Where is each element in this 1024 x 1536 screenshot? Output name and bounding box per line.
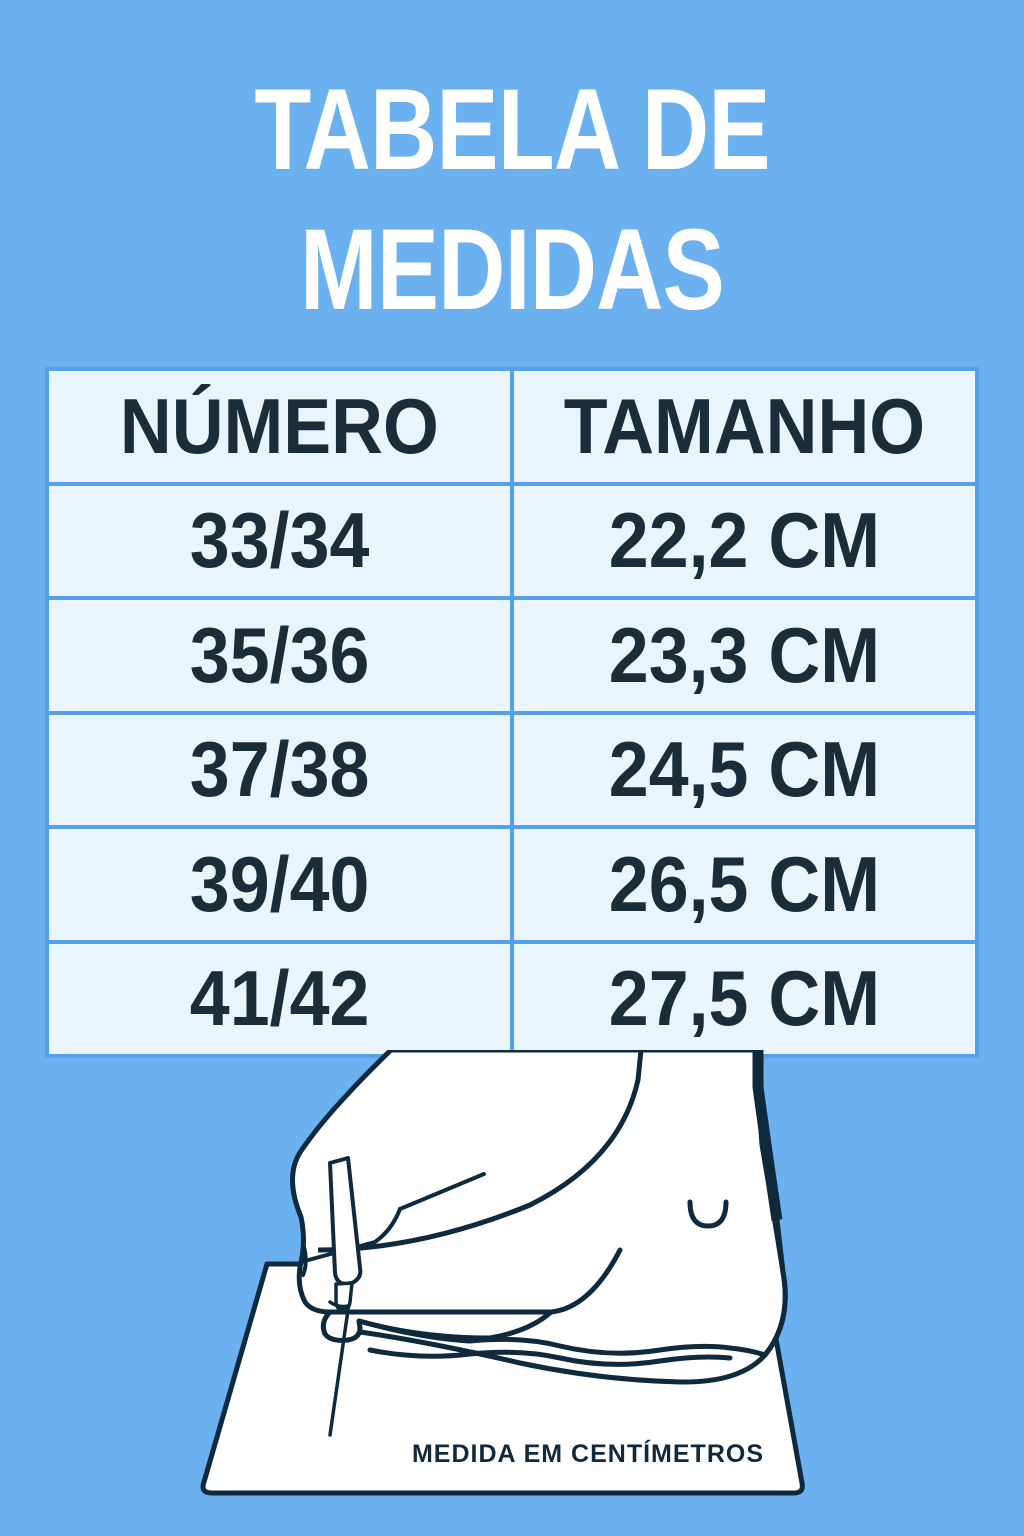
svg-text:MEDIDA EM CENTÍMETROS: MEDIDA EM CENTÍMETROS	[412, 1439, 764, 1468]
